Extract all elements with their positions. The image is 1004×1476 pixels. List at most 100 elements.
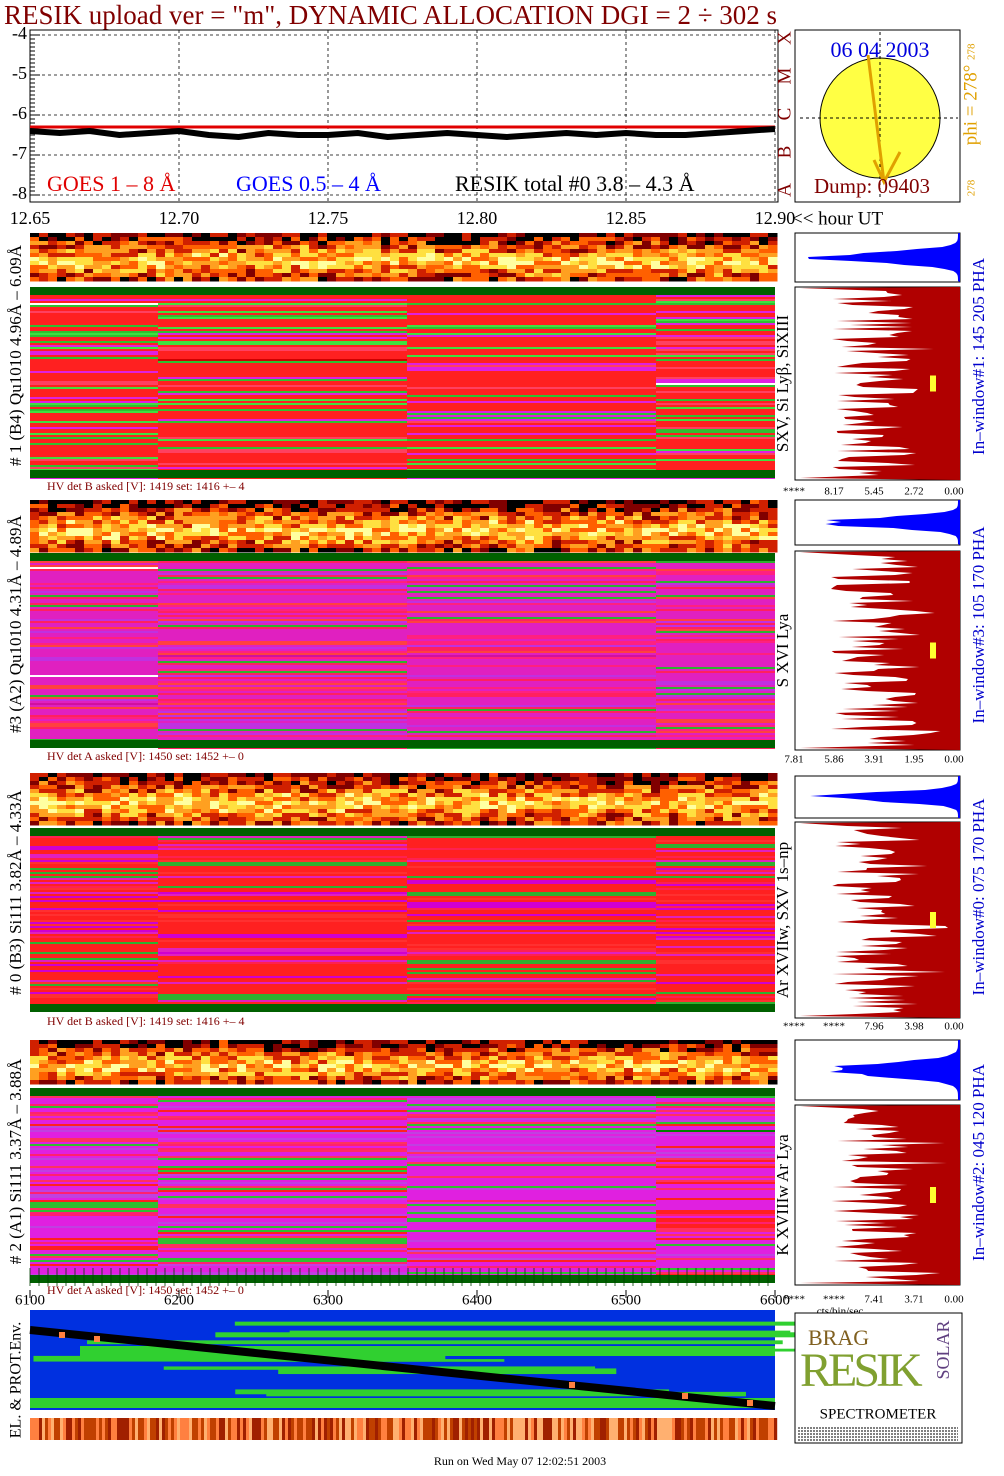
heat-cell	[597, 797, 607, 802]
heat-cell	[93, 805, 103, 810]
heat-cell	[597, 1064, 607, 1069]
heat-cell	[30, 1068, 40, 1073]
heat-cell	[183, 1068, 193, 1073]
heat-cell	[399, 813, 409, 818]
heat-cell	[768, 1064, 778, 1069]
heat-cell	[507, 801, 517, 806]
heat-cell	[291, 504, 301, 509]
heat-cell	[525, 544, 535, 549]
heat-cell	[129, 817, 139, 822]
heat-cell	[750, 520, 760, 525]
spectrum-row	[407, 717, 656, 719]
heat-cell	[192, 277, 202, 282]
heat-cell	[102, 536, 112, 541]
heat-cell	[660, 1064, 670, 1069]
heat-cell	[336, 797, 346, 802]
heat-cell	[219, 504, 229, 509]
heat-cell	[597, 1040, 607, 1045]
heat-cell	[273, 793, 283, 798]
spectrum-row	[407, 705, 656, 707]
spectrum-row	[158, 846, 407, 848]
heat-cell	[390, 253, 400, 258]
heat-cell	[615, 237, 625, 242]
spectrum-row	[30, 1214, 158, 1216]
heat-cell	[642, 773, 652, 778]
heat-cell	[723, 512, 733, 517]
heat-cell	[237, 508, 247, 513]
heat-cell	[507, 809, 517, 814]
heat-cell	[615, 516, 625, 521]
heat-cell	[309, 1060, 319, 1065]
heat-cell	[237, 265, 247, 270]
heat-cell	[318, 773, 328, 778]
heat-cell	[660, 261, 670, 266]
heat-cell	[453, 237, 463, 242]
heat-cell	[345, 813, 355, 818]
heat-cell	[147, 528, 157, 533]
heat-cell	[336, 241, 346, 246]
heat-cell	[129, 793, 139, 798]
heat-cell	[183, 532, 193, 537]
heat-cell	[39, 265, 49, 270]
heat-cell	[417, 1060, 427, 1065]
heat-cell	[759, 785, 769, 790]
heat-cell	[597, 241, 607, 246]
heat-cell	[570, 1052, 580, 1057]
heat-cell	[633, 1072, 643, 1077]
heat-cell	[129, 532, 139, 537]
spectrum-row	[407, 1150, 656, 1152]
heat-cell	[390, 269, 400, 274]
heat-cell	[48, 269, 58, 274]
heat-cell	[210, 277, 220, 282]
heat-cell	[759, 789, 769, 794]
heat-cell	[561, 1048, 571, 1053]
heat-cell	[750, 544, 760, 549]
heat-cell	[444, 273, 454, 278]
heat-cell	[345, 1052, 355, 1057]
heat-cell	[480, 1056, 490, 1061]
heat-cell	[624, 1080, 634, 1085]
spectrum-row	[407, 617, 656, 619]
heat-cell	[741, 253, 751, 258]
heat-cell	[714, 773, 724, 778]
heat-cell	[759, 809, 769, 814]
heat-cell	[57, 512, 67, 517]
heat-cell	[741, 809, 751, 814]
heat-cell	[552, 253, 562, 258]
heat-cell	[201, 500, 211, 505]
heat-cell	[507, 245, 517, 250]
heat-cell	[138, 273, 148, 278]
heat-cell	[255, 245, 265, 250]
heat-cell	[408, 241, 418, 246]
spectrum-row	[30, 860, 158, 862]
heat-cell	[345, 1080, 355, 1085]
heat-cell	[543, 528, 553, 533]
spectrum-row	[30, 1134, 158, 1136]
heat-cell	[732, 781, 742, 786]
heat-cell	[615, 1060, 625, 1065]
heat-cell	[642, 1080, 652, 1085]
spectrum-row	[158, 347, 407, 349]
heat-cell	[66, 265, 76, 270]
heat-cell	[696, 797, 706, 802]
heat-cell	[516, 777, 526, 782]
heat-cell	[147, 1064, 157, 1069]
heat-cell	[417, 773, 427, 778]
heat-cell	[381, 821, 391, 826]
heat-cell	[345, 1048, 355, 1053]
heat-cell	[669, 773, 679, 778]
heat-cell	[759, 512, 769, 517]
heat-cell	[696, 773, 706, 778]
heat-cell	[399, 245, 409, 250]
heat-cell	[426, 500, 436, 505]
heat-cell	[390, 524, 400, 529]
heat-cell	[705, 1044, 715, 1049]
spectrum-row	[656, 435, 775, 437]
spectrum-row	[158, 880, 407, 882]
heat-cell	[552, 520, 562, 525]
heat-cell	[246, 277, 256, 282]
pha-tick-label: ****	[783, 486, 805, 498]
heat-cell	[300, 277, 310, 282]
heat-cell	[597, 1060, 607, 1065]
spectrum-row	[656, 587, 775, 589]
